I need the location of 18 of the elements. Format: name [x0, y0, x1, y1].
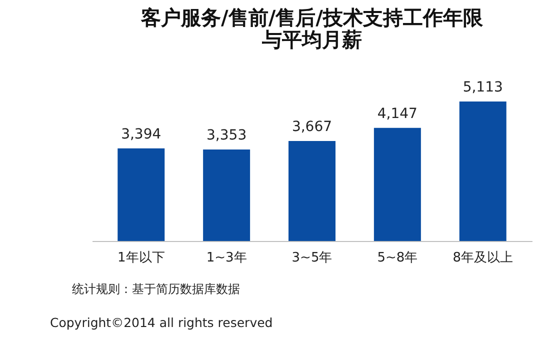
data-label: 5,113	[462, 80, 503, 96]
data-label: 4,147	[377, 106, 418, 122]
data-label: 3,667	[292, 118, 332, 135]
x-tick-label: 1年以下	[117, 250, 165, 266]
x-tick-label: 3~5年	[292, 250, 332, 266]
bar	[203, 150, 250, 241]
data-label: 3,353	[206, 128, 247, 144]
data-label: 3,394	[121, 126, 162, 142]
bar	[374, 128, 421, 241]
text: Copyright©2014 all rights reserved	[50, 315, 273, 330]
bar	[288, 140, 336, 241]
x-tick-label: 1~3年	[206, 250, 247, 266]
bar	[118, 148, 165, 241]
bar	[459, 102, 506, 241]
x-tick-label: 8年及以上	[452, 250, 514, 266]
chart-title: 客户服务/售前/售后/技术支持工作年限与平均月薪	[140, 6, 484, 52]
x-tick-label: 5~8年	[377, 250, 418, 266]
text: 统计规则：基于简历数据库数据	[72, 282, 240, 296]
